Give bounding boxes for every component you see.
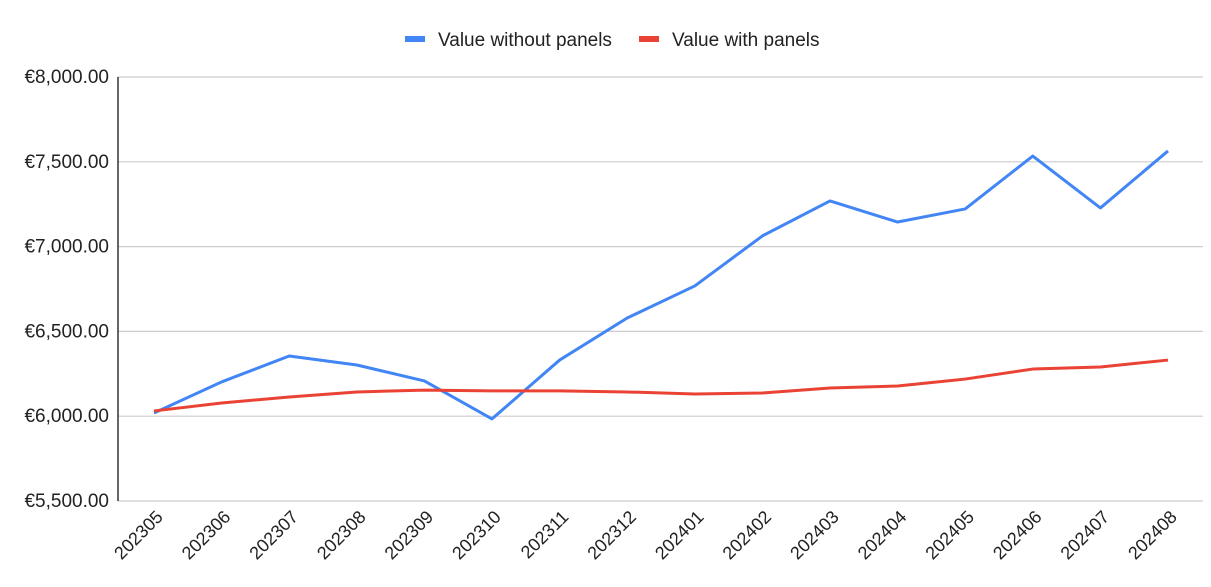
gridlines bbox=[118, 76, 1203, 502]
y-tick-label: €8,000.00 bbox=[24, 67, 109, 88]
x-tick-label: 202408 bbox=[1124, 507, 1181, 564]
y-axis-ticks: €5,500.00 €6,000.00 €6,500.00 €7,000.00 €7,5… bbox=[24, 67, 109, 512]
x-tick-label: 202311 bbox=[517, 507, 573, 563]
series-lines bbox=[153, 149, 1169, 421]
y-tick-label: €7,000.00 bbox=[24, 237, 109, 258]
x-tick-label: 202401 bbox=[651, 507, 708, 564]
series-line-without-panels bbox=[153, 149, 1169, 421]
y-tick-label: €6,500.00 bbox=[24, 321, 109, 342]
x-tick-label: 202406 bbox=[989, 507, 1046, 564]
x-tick-label: 202308 bbox=[313, 507, 370, 564]
y-tick-label: €7,500.00 bbox=[24, 152, 109, 173]
x-tick-label: 202312 bbox=[583, 507, 640, 564]
x-tick-label: 202407 bbox=[1057, 507, 1114, 564]
legend-label: Value without panels bbox=[438, 30, 612, 51]
x-tick-label: 202310 bbox=[448, 507, 505, 564]
x-tick-label: 202405 bbox=[921, 507, 978, 564]
legend-label: Value with panels bbox=[672, 30, 820, 51]
x-tick-label: 202402 bbox=[719, 507, 776, 564]
x-tick-label: 202307 bbox=[245, 507, 302, 564]
x-tick-label: 202404 bbox=[854, 507, 911, 564]
x-tick-label: 202305 bbox=[110, 507, 167, 564]
series-line-with-panels bbox=[153, 358, 1169, 413]
x-tick-label: 202403 bbox=[786, 507, 843, 564]
x-axis-ticks: 202305 202306 202307 202308 202309 202310 2023… bbox=[110, 507, 1181, 564]
legend: Value without panels Value with panels bbox=[405, 30, 820, 51]
legend-swatch bbox=[639, 36, 659, 42]
x-tick-label: 202309 bbox=[381, 507, 438, 564]
y-tick-label: €5,500.00 bbox=[24, 491, 109, 512]
legend-swatch bbox=[405, 36, 425, 42]
x-tick-label: 202306 bbox=[178, 507, 235, 564]
y-tick-label: €6,000.00 bbox=[24, 406, 109, 427]
